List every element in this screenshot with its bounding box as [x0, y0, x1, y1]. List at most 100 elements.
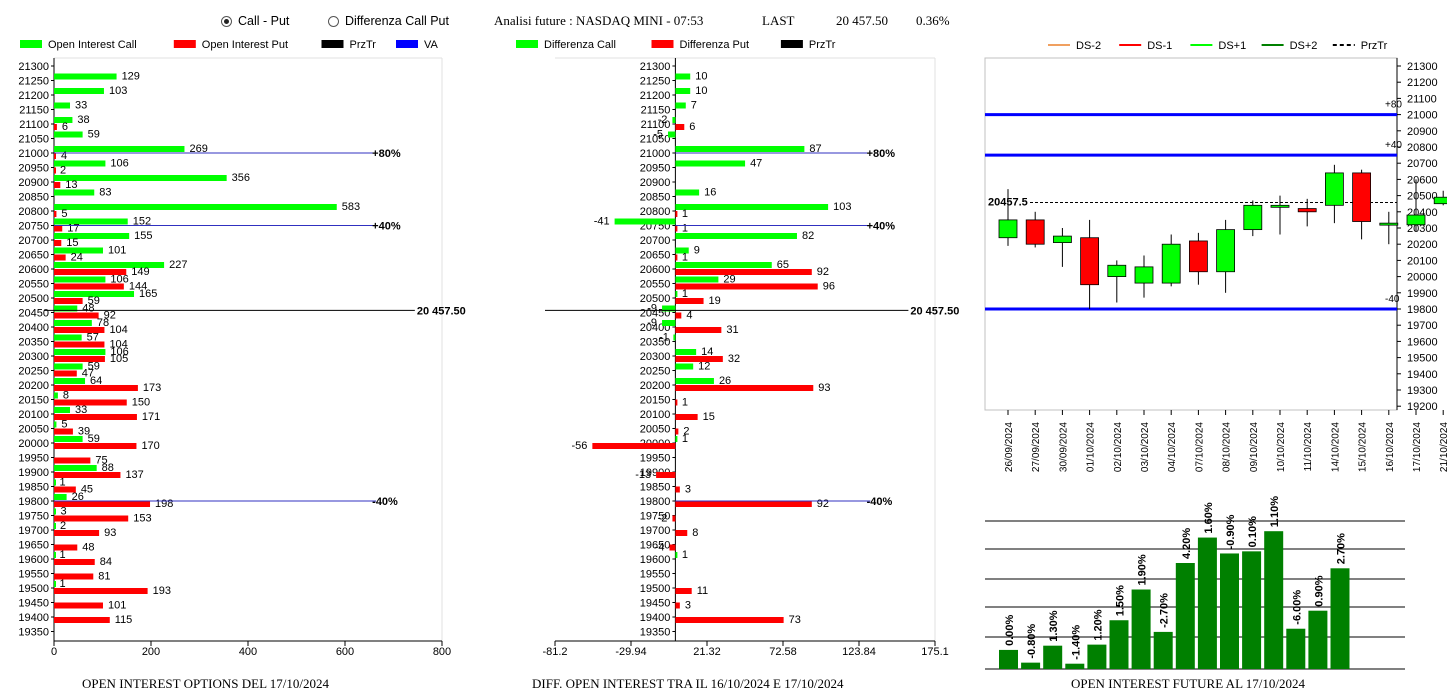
candle-body [1379, 222, 1399, 226]
oi-put-bar [54, 559, 95, 565]
oi-call-bar [54, 436, 83, 442]
oi-strike-label: 21000 [18, 148, 49, 160]
diff-put-value-label: 11 [697, 585, 708, 597]
oi-strike-label: 20600 [18, 264, 49, 276]
oi-call-value-label: 59 [88, 361, 100, 373]
oi-strike-label: 19550 [18, 569, 49, 581]
legend-label-2: PrzTr [350, 39, 377, 51]
diff-put-bar [675, 414, 698, 420]
oi-put-value-label: 5 [61, 208, 67, 220]
oi-put-value-label: 45 [81, 484, 93, 496]
future-bar-label: 2.70% [1336, 533, 1348, 564]
oi-strike-label: 19800 [18, 496, 49, 508]
diff-call-value-label: 12 [698, 361, 710, 373]
future-bar [999, 649, 1018, 669]
future-bar [1286, 628, 1306, 669]
candle-legend-label-4: PrzTr [1361, 40, 1388, 52]
oi-call-bar [54, 262, 165, 268]
candle-y-label: 20100 [1407, 255, 1438, 267]
diff-strike-label: 20200 [640, 380, 671, 392]
oi-call-bar [54, 291, 135, 297]
oi-put-value-label: 24 [71, 252, 83, 264]
diff-call-value-label: -9 [647, 303, 657, 315]
oi-call-value-label: 165 [139, 288, 157, 300]
future-bar-label: 4.20% [1181, 528, 1193, 559]
diff-strike-label: 20950 [640, 163, 671, 175]
diff-call-bar [673, 334, 676, 341]
candle-y-label: 19300 [1407, 385, 1438, 397]
diff-strike-label: 19500 [640, 583, 671, 595]
diff-put-bar [675, 225, 678, 232]
diff-put-bar [675, 312, 682, 319]
oi-call-bar [54, 407, 71, 413]
radio-differenza-call-put[interactable]: Differenza Call Put [328, 14, 449, 28]
diff-call-bar [675, 378, 714, 384]
diff-strike-label: 20850 [640, 192, 671, 204]
candle-date-label: 07/10/2024 [1194, 422, 1205, 472]
oi-va-label: +80% [372, 148, 401, 160]
diff-strike-label: 19700 [640, 525, 671, 537]
diff-strike-label: 20700 [640, 235, 671, 247]
diff-call-value-label: 10 [695, 85, 707, 97]
candle-level-label: +80 [1385, 100, 1402, 111]
future-bar-label: -0.90% [1225, 514, 1237, 549]
diff-put-value-label: 3 [685, 484, 691, 496]
future-bar-label: 1.50% [1115, 585, 1127, 616]
oi-put-bar [54, 153, 56, 159]
diff-call-value-label: 1 [682, 549, 688, 561]
oi-strike-label: 20750 [18, 221, 49, 233]
oi-call-value-label: 59 [88, 433, 100, 445]
diff-strike-label: 19750 [640, 511, 671, 523]
candle-date-label: 26/09/2024 [1004, 422, 1015, 472]
oi-call-value-label: 106 [110, 274, 128, 286]
diff-x-tick-label: -81.2 [542, 646, 567, 658]
future-bar [1043, 645, 1063, 669]
candle-legend-label-1: DS-1 [1147, 40, 1172, 52]
diff-call-bar [614, 218, 676, 225]
diff-chart-caption: DIFF. OPEN INTEREST TRA IL 16/10/2024 E … [532, 676, 844, 691]
oi-call-value-label: 64 [90, 375, 102, 387]
oi-put-value-label: 84 [100, 556, 112, 568]
diff-call-value-label: 82 [802, 230, 814, 242]
oi-strike-label: 20200 [18, 380, 49, 392]
oi-put-bar [54, 312, 99, 319]
future-bar [1087, 644, 1107, 669]
oi-strike-label: 21200 [18, 90, 49, 102]
diff-put-value-label: 6 [689, 121, 695, 133]
change-value: 0.36% [916, 13, 950, 28]
oi-call-value-label: 152 [133, 216, 151, 228]
oi-put-bar [54, 472, 121, 478]
radio-call-put-indicator[interactable] [221, 15, 232, 27]
diff-strike-label: 20350 [640, 337, 671, 349]
candle-y-label: 19600 [1407, 336, 1438, 348]
diff-put-bar [675, 428, 679, 435]
future-bar [1175, 563, 1195, 669]
legend-label-1: Open Interest Put [202, 39, 288, 51]
oi-put-value-label: 170 [141, 440, 159, 452]
oi-put-bar [54, 225, 63, 232]
oi-put-bar [54, 283, 124, 290]
candle-date-label: 04/10/2024 [1167, 422, 1178, 472]
diff-call-bar [672, 117, 676, 123]
radio-call-put[interactable]: Call - Put [221, 14, 289, 28]
diff-call-bar [675, 436, 678, 442]
candle-y-label: 19500 [1407, 353, 1438, 365]
diff-put-bar [675, 617, 784, 623]
future-bar-label: 0.90% [1313, 575, 1325, 606]
oi-call-value-label: 1 [59, 477, 65, 489]
diff-put-value-label: 4 [686, 310, 692, 322]
radio-differenza-indicator[interactable] [328, 15, 339, 27]
legend-swatch-1 [651, 40, 674, 48]
diff-call-bar [662, 305, 676, 312]
candle-legend-label-2: DS+1 [1218, 40, 1246, 52]
oi-call-value-label: 57 [87, 332, 99, 344]
diff-strike-label: 20550 [640, 279, 671, 291]
future-bar [1242, 551, 1262, 669]
oi-call-value-label: 33 [75, 404, 87, 416]
oi-call-value-label: 1 [59, 549, 65, 561]
oi-call-bar [54, 88, 104, 94]
diff-put-value-label: -13 [635, 469, 651, 481]
candle-y-label: 19700 [1407, 320, 1438, 332]
oi-call-value-label: 3 [60, 506, 66, 518]
diff-call-bar [675, 160, 746, 167]
